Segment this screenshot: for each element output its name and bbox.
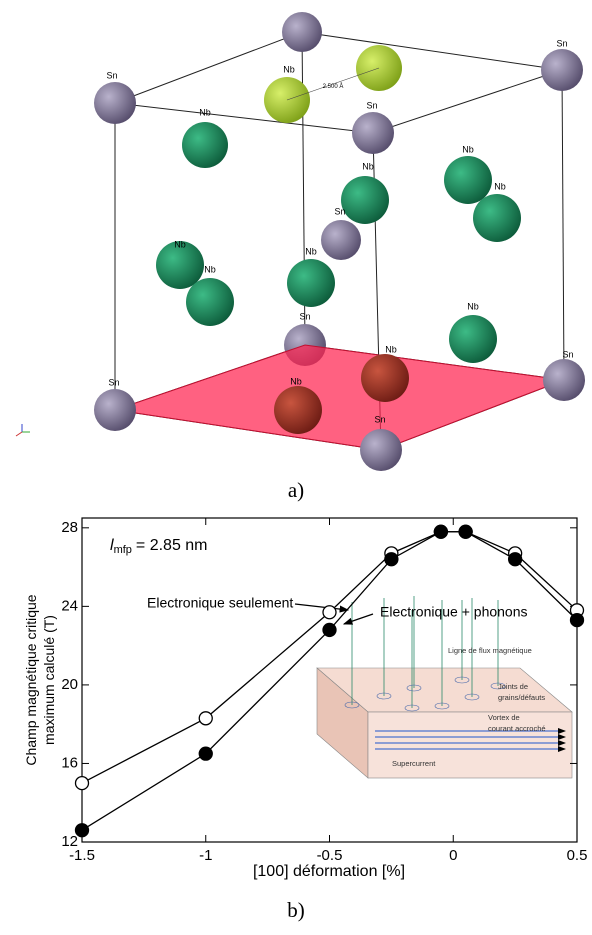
- atom: [156, 241, 204, 289]
- x-tick-label: 0: [449, 847, 457, 864]
- caption: a): [288, 478, 304, 502]
- y-axis-label: Champ magnétique critique: [23, 594, 39, 765]
- atom-label: Nb: [283, 64, 295, 74]
- annotation-subscript: mfp: [114, 544, 132, 556]
- atom-label: Nb: [204, 264, 216, 274]
- inset-label: courant accroché: [488, 724, 546, 733]
- caption: b): [287, 898, 305, 922]
- x-tick-label: -1: [199, 847, 212, 864]
- atom-label: Sn: [334, 206, 345, 216]
- atom: [341, 176, 389, 224]
- atom: [94, 82, 136, 124]
- data-point: [322, 622, 337, 638]
- data-point: [74, 823, 90, 838]
- atom: [361, 354, 409, 402]
- atom: [282, 12, 322, 52]
- atom-label: Nb: [362, 161, 374, 171]
- atom-label: Sn: [562, 349, 573, 359]
- y-tick-label: 12: [61, 833, 78, 850]
- y-tick-label: 28: [61, 519, 78, 536]
- inset-label: Joints de: [498, 682, 528, 691]
- annotation: lmfp = 2.85 nm: [110, 537, 208, 556]
- atom-label: Sn: [366, 100, 377, 110]
- atom: [182, 122, 228, 168]
- atom: [360, 429, 402, 471]
- data-point: [433, 524, 449, 539]
- annotation-text: = 2.85 nm: [136, 537, 208, 554]
- y-axis-label: maximum calculé (T): [41, 615, 57, 745]
- annotation-symbol: l: [110, 537, 114, 554]
- atom-label: Sn: [108, 377, 119, 387]
- lattice-plane: [114, 344, 565, 451]
- atom-label: Nb: [462, 144, 474, 154]
- atom: [352, 112, 394, 154]
- y-tick-label: 24: [61, 597, 78, 614]
- data-point: [569, 612, 585, 628]
- data-point: [198, 746, 213, 761]
- data-point: [198, 711, 213, 726]
- data-point: [458, 524, 473, 539]
- atom: [541, 49, 583, 91]
- distance-label: 2.500 Å: [323, 83, 344, 90]
- atom: [274, 386, 322, 434]
- data-point: [384, 552, 399, 567]
- atom: [94, 389, 136, 431]
- inset: [316, 596, 573, 779]
- atom-label: Sn: [556, 38, 567, 48]
- x-tick-label: 0.5: [567, 847, 588, 864]
- data-point: [74, 775, 90, 791]
- atom-label: Nb: [174, 239, 186, 249]
- data-point: [322, 605, 337, 620]
- x-axis-label: [100] déformation [%]: [253, 863, 405, 880]
- x-tick-label: -1.5: [69, 847, 95, 864]
- inset-label: Supercurrent: [392, 759, 436, 768]
- series-line: [81, 531, 578, 784]
- inset-label: Ligne de flux magnétique: [448, 646, 532, 655]
- y-tick-label: 20: [61, 676, 78, 693]
- inset-label: grains/défauts: [498, 693, 545, 702]
- atom: [287, 259, 335, 307]
- atom-label: Nb: [199, 107, 211, 117]
- atom-label: Nb: [290, 376, 302, 386]
- atom: [186, 278, 234, 326]
- atom: [449, 315, 497, 363]
- series-label: Electronique + phonons: [380, 604, 528, 620]
- atom: [321, 220, 361, 260]
- atom-label: Nb: [494, 181, 506, 191]
- atom-label: Nb: [305, 246, 317, 256]
- atom-label: Sn: [299, 311, 310, 321]
- atom: [473, 194, 521, 242]
- atom-label: Sn: [106, 70, 117, 80]
- inset-label: Vortex de: [488, 713, 520, 722]
- annotation-arrow: [294, 603, 350, 613]
- y-tick-label: 16: [61, 754, 78, 771]
- bond: [286, 67, 380, 101]
- atom: [444, 156, 492, 204]
- x-tick-label: -0.5: [317, 847, 343, 864]
- series-line: [81, 531, 578, 831]
- axis-icon: [15, 424, 30, 437]
- atom-label: Nb: [467, 301, 479, 311]
- series-label: Electronique seulement: [147, 595, 293, 611]
- atom-label: Nb: [385, 344, 397, 354]
- annotation-arrow: [342, 613, 374, 625]
- atom: [543, 359, 585, 401]
- data-point: [507, 552, 523, 567]
- atom-label: Sn: [374, 414, 385, 424]
